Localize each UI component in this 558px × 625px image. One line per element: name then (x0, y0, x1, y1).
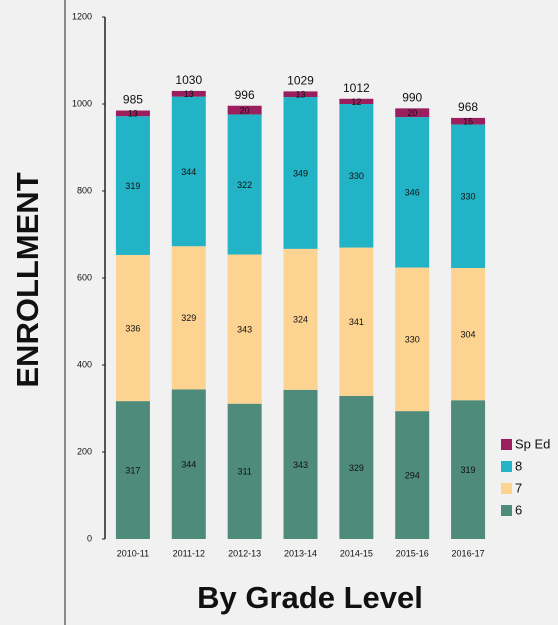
segment-label: 322 (237, 180, 252, 190)
bar-segment (283, 248, 318, 390)
total-label: 1030 (175, 73, 202, 87)
bar-segment (171, 246, 206, 390)
segment-label: 329 (181, 313, 196, 323)
bar-segment (115, 116, 150, 255)
legend-label: 8 (515, 458, 522, 473)
segment-label: 324 (293, 315, 308, 325)
y-tick-label: 1000 (72, 98, 92, 108)
bar-segment (339, 98, 374, 104)
segment-label: 344 (181, 460, 196, 470)
segment-label: 13 (184, 89, 194, 99)
segment-label: 304 (461, 329, 476, 339)
x-tick-label: 2012-13 (228, 548, 261, 558)
bar-segment (395, 411, 430, 539)
y-tick-label: 1200 (72, 11, 92, 21)
segment-label: 349 (293, 168, 308, 178)
total-label: 1012 (343, 81, 370, 95)
segment-label: 13 (128, 109, 138, 119)
y-tick-label: 600 (77, 272, 92, 282)
x-tick-label: 2014-15 (340, 548, 373, 558)
bar-segment (339, 247, 374, 396)
segment-label: 12 (351, 97, 361, 107)
x-tick-label: 2010-11 (117, 548, 149, 558)
legend-label: 6 (515, 502, 522, 517)
legend-label: Sp Ed (515, 436, 550, 451)
total-label: 968 (458, 100, 478, 114)
bar-segment (227, 254, 262, 404)
segment-label: 319 (125, 181, 140, 191)
y-tick-label: 200 (77, 446, 92, 456)
bar-segment (227, 105, 262, 115)
bar-segment (451, 117, 486, 125)
bar-segment (451, 400, 486, 539)
segment-label: 329 (349, 463, 364, 473)
segment-label: 317 (125, 465, 140, 475)
segment-label: 319 (461, 465, 476, 475)
legend-swatch (501, 461, 512, 472)
segment-label: 330 (349, 171, 364, 181)
bar-segment (451, 267, 486, 401)
bar-segment (283, 389, 318, 539)
x-tick-label: 2013-14 (284, 548, 317, 558)
total-label: 985 (123, 93, 143, 107)
bar-segment (395, 117, 430, 268)
x-axis-label: By Grade Level (197, 580, 423, 615)
bar-segment (115, 401, 150, 539)
segment-label: 344 (181, 167, 196, 177)
total-label: 996 (235, 88, 255, 102)
segment-label: 330 (405, 335, 420, 345)
bar-segment (227, 114, 262, 255)
y-tick-label: 800 (77, 185, 92, 195)
segment-label: 336 (125, 323, 140, 333)
bar-segment (283, 97, 318, 249)
x-tick-label: 2016-17 (452, 548, 485, 558)
segment-label: 343 (293, 460, 308, 470)
bar-segment (171, 96, 206, 247)
bar-segment (339, 395, 374, 539)
segment-label: 311 (237, 467, 251, 477)
x-tick-label: 2015-16 (396, 548, 429, 558)
total-label: 990 (402, 91, 422, 105)
legend-swatch (501, 439, 512, 450)
segment-label: 346 (405, 188, 420, 198)
bar-segment (171, 90, 206, 97)
bar-segment (339, 104, 374, 248)
y-axis-label: ENROLLMENT (10, 172, 45, 387)
segment-label: 20 (240, 105, 250, 115)
bar-segment (227, 403, 262, 539)
y-tick-label: 0 (87, 533, 92, 543)
total-label: 1029 (287, 74, 314, 88)
bar-segment (451, 124, 486, 268)
segment-label: 343 (237, 324, 252, 334)
segment-label: 15 (463, 117, 473, 127)
bar-segment (115, 254, 150, 402)
legend-swatch (501, 483, 512, 494)
bar-segment (115, 110, 150, 117)
bar-segment (395, 108, 430, 118)
legend-label: 7 (515, 480, 522, 495)
segment-label: 330 (461, 192, 476, 202)
x-tick-label: 2011-12 (173, 548, 205, 558)
legend-swatch (501, 505, 512, 516)
segment-label: 20 (407, 108, 417, 118)
segment-label: 294 (405, 470, 420, 480)
segment-label: 341 (349, 317, 364, 327)
y-tick-label: 400 (77, 359, 92, 369)
bar-segment (171, 389, 206, 539)
bar-segment (283, 91, 318, 98)
bar-segment (395, 267, 430, 412)
segment-label: 13 (295, 90, 305, 100)
